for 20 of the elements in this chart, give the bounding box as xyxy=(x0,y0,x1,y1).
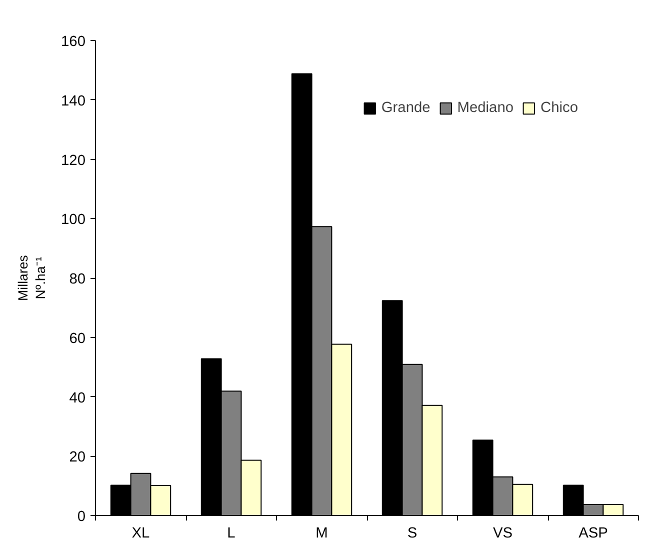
y-tick-label: 0 xyxy=(77,509,86,525)
y-tick-label: 40 xyxy=(69,390,86,406)
x-tick-label: L xyxy=(227,526,236,542)
y-tick-label: 120 xyxy=(61,152,86,169)
y-axis-title: Nº.ha⁻¹ xyxy=(33,256,48,300)
x-tick-label: S xyxy=(407,526,418,542)
y-tick-label: 60 xyxy=(69,330,86,347)
y-tick-label: 80 xyxy=(69,272,86,288)
y-tick-label: 140 xyxy=(61,93,86,110)
x-tick-label: M xyxy=(316,526,328,542)
legend-label: Mediano xyxy=(457,100,514,116)
x-tick-label: ASP xyxy=(578,526,608,542)
y-tick-label: 100 xyxy=(61,212,86,228)
y-tick-label: 20 xyxy=(69,450,86,466)
x-tick-label: XL xyxy=(132,526,150,542)
x-tick-label: VS xyxy=(492,526,513,542)
y-tick-label: 160 xyxy=(61,34,86,50)
legend-label: Chico xyxy=(540,100,578,116)
text: Millares xyxy=(16,254,30,301)
legend-label: Grande xyxy=(381,100,430,116)
